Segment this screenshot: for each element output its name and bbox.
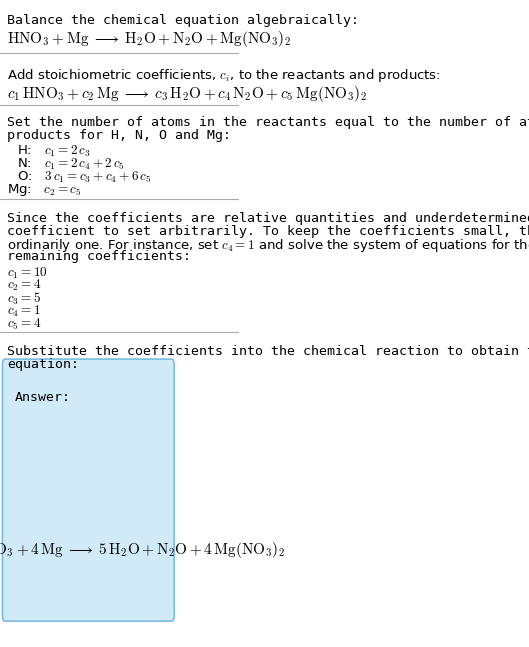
Text: Balance the chemical equation algebraically:: Balance the chemical equation algebraica…	[7, 14, 359, 27]
Text: $c_1\,\mathrm{HNO_3} + c_2\,\mathrm{Mg} \;\longrightarrow\; c_3\,\mathrm{H_2O} +: $c_1\,\mathrm{HNO_3} + c_2\,\mathrm{Mg} …	[7, 84, 367, 104]
Text: Mg:   $c_2 = c_5$: Mg: $c_2 = c_5$	[7, 182, 82, 199]
Text: Since the coefficients are relative quantities and underdetermined, choose a: Since the coefficients are relative quan…	[7, 212, 529, 225]
Text: remaining coefficients:: remaining coefficients:	[7, 250, 191, 263]
Text: $10\,\mathrm{HNO_3} + 4\,\mathrm{Mg} \;\longrightarrow\; 5\,\mathrm{H_2O} + \mat: $10\,\mathrm{HNO_3} + 4\,\mathrm{Mg} \;\…	[0, 540, 285, 560]
FancyBboxPatch shape	[3, 359, 174, 621]
Text: $c_5 = 4$: $c_5 = 4$	[7, 317, 41, 333]
Text: coefficient to set arbitrarily. To keep the coefficients small, the arbitrary va: coefficient to set arbitrarily. To keep …	[7, 225, 529, 237]
Text: Add stoichiometric coefficients, $c_i$, to the reactants and products:: Add stoichiometric coefficients, $c_i$, …	[7, 67, 441, 83]
Text: products for H, N, O and Mg:: products for H, N, O and Mg:	[7, 129, 231, 142]
Text: $c_1 = 10$: $c_1 = 10$	[7, 265, 48, 281]
Text: N:   $c_1 = 2\,c_4 + 2\,c_5$: N: $c_1 = 2\,c_4 + 2\,c_5$	[17, 157, 125, 172]
Text: H:   $c_1 = 2\,c_3$: H: $c_1 = 2\,c_3$	[17, 144, 90, 159]
Text: O:   $3\,c_1 = c_3 + c_4 + 6\,c_5$: O: $3\,c_1 = c_3 + c_4 + 6\,c_5$	[17, 170, 151, 185]
Text: $c_4 = 1$: $c_4 = 1$	[7, 304, 41, 320]
Text: $\mathrm{HNO_3 + Mg \;\longrightarrow\; H_2O + N_2O + Mg(NO_3)_2}$: $\mathrm{HNO_3 + Mg \;\longrightarrow\; …	[7, 29, 291, 49]
Text: ordinarily one. For instance, set $c_4 = 1$ and solve the system of equations fo: ordinarily one. For instance, set $c_4 =…	[7, 237, 529, 254]
Text: $c_3 = 5$: $c_3 = 5$	[7, 291, 41, 307]
Text: $c_2 = 4$: $c_2 = 4$	[7, 278, 41, 294]
Text: Set the number of atoms in the reactants equal to the number of atoms in the: Set the number of atoms in the reactants…	[7, 116, 529, 129]
Text: Answer:: Answer:	[14, 391, 70, 404]
Text: Substitute the coefficients into the chemical reaction to obtain the balanced: Substitute the coefficients into the che…	[7, 345, 529, 358]
Text: equation:: equation:	[7, 358, 79, 371]
